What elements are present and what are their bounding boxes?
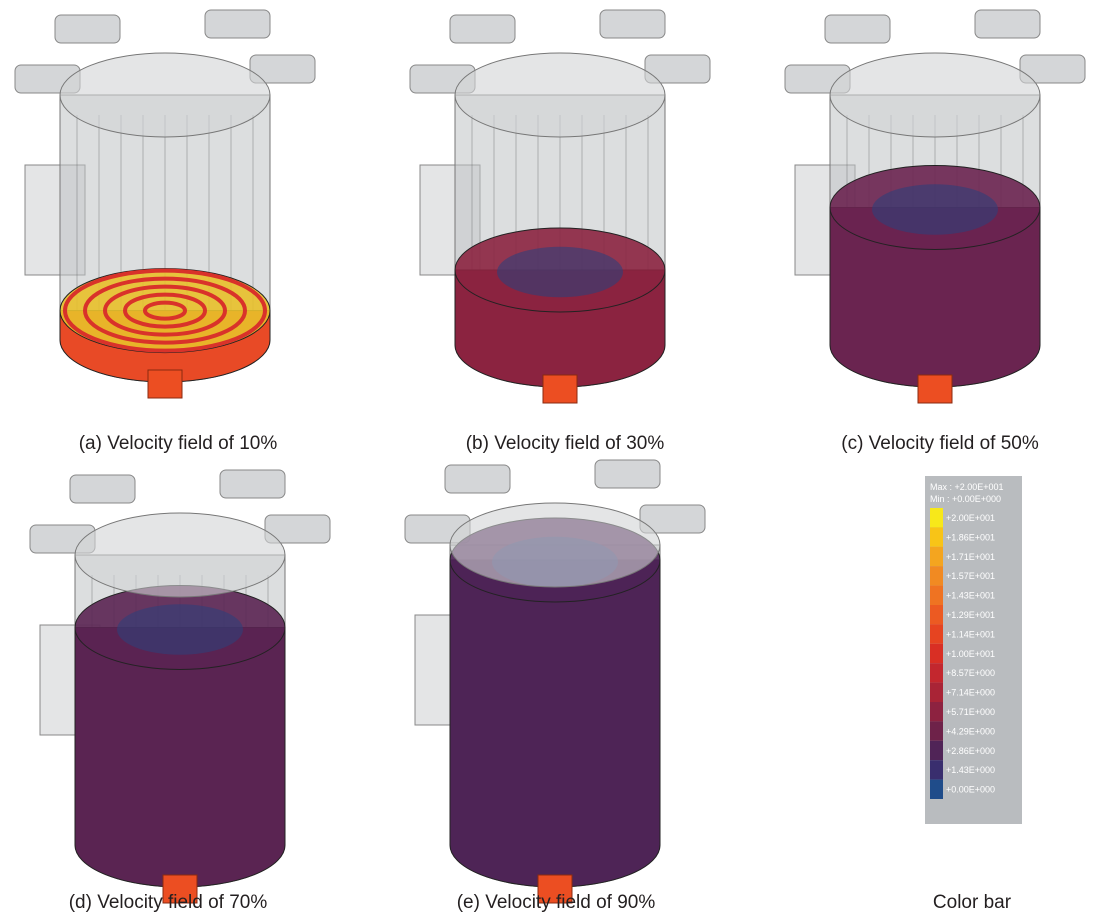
color-swatch (930, 780, 943, 799)
flange (975, 10, 1040, 38)
color-label: +1.43E+000 (946, 765, 995, 775)
color-label: +1.00E+001 (946, 649, 995, 659)
casting (410, 10, 710, 403)
flange (450, 15, 515, 43)
figure: (a) Velocity field of 10% (b) Velocity f… (0, 0, 1098, 917)
caption: (d) Velocity field of 70% (69, 892, 268, 913)
shell-top (830, 53, 1040, 137)
flange (220, 470, 285, 498)
caption: (b) Velocity field of 30% (466, 433, 665, 454)
color-swatch (930, 586, 943, 605)
casting (30, 470, 330, 903)
color-swatch (930, 683, 943, 702)
color-swatch (930, 644, 943, 663)
shell-top (60, 53, 270, 137)
sprue (148, 370, 182, 398)
color-swatch (930, 527, 943, 546)
color-label: +1.29E+001 (946, 610, 995, 620)
inner-core (497, 247, 623, 297)
sprue (543, 375, 577, 403)
color-label: +1.71E+001 (946, 552, 995, 562)
panels (15, 10, 1085, 903)
flange (825, 15, 890, 43)
casting (405, 460, 705, 903)
color-swatch (930, 741, 943, 760)
metal (450, 560, 660, 887)
color-swatch (930, 508, 943, 527)
caption: (e) Velocity field of 90% (457, 892, 656, 913)
sprue (918, 375, 952, 403)
caption: (c) Velocity field of 50% (841, 433, 1039, 454)
color-label: +0.00E+000 (946, 785, 995, 795)
color-label: +1.57E+001 (946, 571, 995, 581)
color-bar-min: Min : +0.00E+000 (930, 494, 1001, 504)
shell-top (455, 53, 665, 137)
flange (595, 460, 660, 488)
color-swatch (930, 566, 943, 585)
color-label: +4.29E+000 (946, 726, 995, 736)
shell-top (75, 513, 285, 597)
color-swatch (930, 663, 943, 682)
color-swatch (930, 702, 943, 721)
color-label: +1.43E+001 (946, 591, 995, 601)
color-label: +8.57E+000 (946, 668, 995, 678)
color-swatch (930, 547, 943, 566)
flange (55, 15, 120, 43)
casting (15, 10, 315, 398)
shell-top (450, 503, 660, 587)
casting (785, 10, 1085, 403)
color-bar-scale: +2.00E+001 +1.86E+001 +1.71E+001 +1.57E+001… (930, 508, 995, 799)
inner-core (117, 604, 243, 654)
color-label: +2.00E+001 (946, 513, 995, 523)
flange (600, 10, 665, 38)
color-swatch (930, 624, 943, 643)
color-label: +1.86E+001 (946, 532, 995, 542)
flange (445, 465, 510, 493)
color-bar-max: Max : +2.00E+001 (930, 482, 1004, 492)
color-label: +7.14E+000 (946, 688, 995, 698)
flange (205, 10, 270, 38)
color-swatch (930, 721, 943, 740)
flange (70, 475, 135, 503)
caption: Color bar (933, 892, 1012, 913)
color-label: +1.14E+001 (946, 629, 995, 639)
color-swatch (930, 760, 943, 779)
color-swatch (930, 605, 943, 624)
color-label: +2.86E+000 (946, 746, 995, 756)
inner-core (872, 184, 998, 234)
metal-top (60, 269, 270, 353)
color-label: +5.71E+000 (946, 707, 995, 717)
caption: (a) Velocity field of 10% (79, 433, 278, 454)
